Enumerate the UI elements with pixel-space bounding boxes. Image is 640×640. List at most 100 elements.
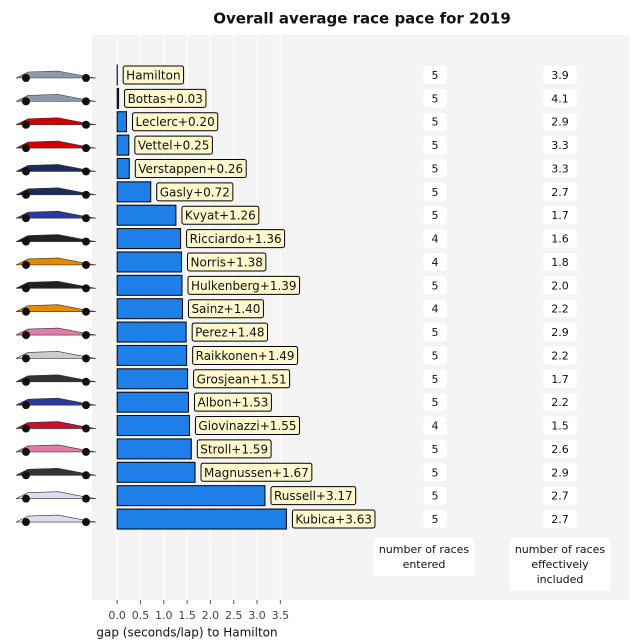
cell-box (543, 369, 577, 388)
column-cell: 5 (423, 393, 447, 412)
cell-value: 2.9 (551, 466, 569, 479)
column-cell: 5 (423, 136, 447, 155)
cell-box (543, 510, 577, 529)
label-box (192, 345, 299, 365)
car-wheel (82, 74, 90, 82)
column-cell: 2.2 (543, 299, 577, 318)
label-box (187, 275, 301, 295)
column-cell: 2.9 (543, 463, 577, 482)
bar-label: Verstappen+0.26 (134, 158, 247, 178)
header-box (509, 538, 611, 591)
car-icon (15, 374, 97, 386)
bar-label: Bottas+0.03 (124, 88, 207, 108)
car-wheel (82, 214, 90, 223)
cell-value: 5 (432, 186, 439, 199)
cell-value: 2.6 (551, 443, 569, 456)
value-label: Raikkonen+1.49 (196, 349, 295, 363)
cell-value: 1.8 (551, 256, 569, 269)
car-icon (15, 467, 97, 480)
bar (116, 274, 183, 296)
bar-label: Vettel+0.25 (134, 135, 213, 155)
bar (116, 298, 183, 320)
cell-box (423, 89, 447, 108)
header-box (373, 538, 475, 576)
bar-label: Perez+1.48 (191, 322, 269, 342)
value-label: Grosjean+1.51 (197, 372, 287, 386)
car-icon (15, 281, 97, 293)
car-wheel (22, 331, 30, 340)
cell-value: 5 (432, 513, 439, 526)
cell-value: 5 (432, 139, 439, 152)
cell-box (543, 393, 577, 412)
car-wheel (82, 494, 90, 503)
cell-value: 5 (432, 209, 439, 222)
value-label: Magnussen+1.67 (204, 466, 309, 480)
cell-box (423, 346, 447, 365)
label-box (187, 299, 264, 319)
bar (116, 204, 177, 226)
cell-value: 4 (432, 256, 439, 269)
car-wheel (82, 260, 90, 269)
cell-value: 1.5 (551, 420, 569, 433)
value-label: Hulkenberg+1.39 (191, 279, 297, 293)
bar (116, 485, 266, 507)
cell-value: 4.1 (551, 92, 569, 105)
cell-box (543, 66, 577, 84)
cell-box (543, 252, 577, 271)
car-icon (15, 234, 97, 246)
cell-value: 5 (432, 69, 439, 82)
x-tick-label: 0.0 (108, 609, 126, 622)
bar (116, 111, 127, 133)
column-cell: 5 (423, 510, 447, 529)
value-label: Ricciardo+1.36 (190, 232, 282, 246)
car-icon (15, 304, 97, 316)
x-tick-label: 2.0 (202, 609, 220, 622)
value-label: Russell+3.17 (274, 489, 353, 503)
label-box (187, 252, 267, 272)
bar (116, 181, 152, 203)
column-cell: 4.1 (543, 89, 577, 108)
column-cell: 4 (423, 252, 447, 271)
cell-value: 2.9 (551, 116, 569, 129)
column-cell: 2.0 (543, 276, 577, 295)
car-wheel (82, 377, 90, 386)
car-wheel (22, 284, 30, 293)
cell-box (423, 463, 447, 482)
cell-box (423, 66, 447, 84)
cell-box (423, 510, 447, 529)
column-cell: 5 (423, 159, 447, 178)
column-header: number of races entered (373, 538, 475, 576)
bar (116, 508, 287, 530)
cell-value: 2.7 (551, 490, 569, 503)
car-icon (15, 257, 97, 269)
cell-box (543, 206, 577, 225)
bar-label: Ricciardo+1.36 (186, 229, 286, 249)
cell-value: 5 (432, 490, 439, 503)
value-label: Giovinazzi+1.55 (198, 419, 296, 433)
value-label: Vettel+0.25 (138, 139, 210, 153)
car-wheel (22, 120, 30, 129)
label-box (186, 229, 286, 249)
column-cell: 3.9 (543, 66, 577, 84)
cell-box (423, 159, 447, 178)
value-label: Kvyat+1.26 (185, 209, 256, 223)
cell-box (543, 112, 577, 131)
column-cell: 1.7 (543, 369, 577, 388)
car-wheel (22, 190, 30, 199)
bar-label: Russell+3.17 (270, 486, 357, 506)
car-wheel (22, 424, 30, 433)
x-tick-label: 0.5 (132, 609, 150, 622)
cell-value: 5 (432, 326, 439, 339)
value-label: Perez+1.48 (195, 326, 264, 340)
cell-value: 5 (432, 116, 439, 129)
cell-value: 5 (432, 396, 439, 409)
car-icon (15, 327, 97, 340)
bar (116, 415, 190, 437)
bar-label: Magnussen+1.67 (200, 462, 313, 482)
column-cell: 1.6 (543, 229, 577, 248)
cell-box (423, 486, 447, 505)
car-wheel (82, 190, 90, 199)
bar-label: Gasly+0.72 (156, 182, 234, 202)
chart-title: Overall average race pace for 2019 (213, 10, 511, 28)
cell-box (423, 182, 447, 201)
